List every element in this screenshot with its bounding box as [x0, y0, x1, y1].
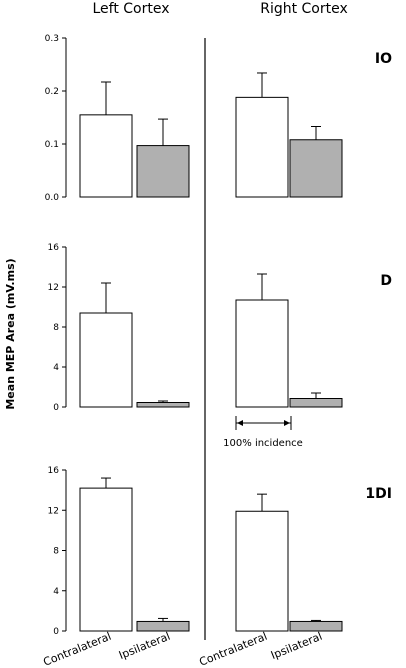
y-tick-label: 8 — [53, 547, 59, 557]
y-tick-label: 0.3 — [45, 34, 59, 44]
left-ipsilateral-bar — [136, 620, 190, 632]
right-contralateral-bar — [235, 96, 289, 198]
incidence-arrowhead-left — [237, 420, 243, 426]
plot-area: 0.0 0.1 0.2 0.3 IO 0 4 8 12 16 D 0 4 8 12 16 1DI Contrala… — [41, 34, 392, 668]
y-tick-label: 16 — [48, 466, 60, 476]
y-tick-label: 4 — [53, 363, 59, 373]
y-tick-label: 4 — [53, 587, 59, 597]
left-contralateral-bar — [79, 487, 133, 632]
ipsilateral-label: Ipsilateral — [117, 630, 172, 662]
right-contralateral-bar — [235, 299, 289, 408]
panel-label: 1DI — [365, 486, 392, 502]
y-tick-label: 0 — [53, 627, 59, 637]
left-ipsilateral-bar — [136, 402, 190, 408]
y-tick-label: 16 — [48, 243, 60, 253]
right-contralateral-bar — [235, 510, 289, 632]
panel-label: D — [380, 273, 392, 289]
right-ipsilateral-bar — [289, 139, 343, 198]
right-cortex-title: Right Cortex — [260, 1, 348, 17]
y-tick-label: 0.0 — [45, 193, 60, 203]
incidence-arrowhead-right — [284, 420, 290, 426]
y-tick-label: 0.2 — [45, 87, 59, 97]
right-ipsilateral-bar — [289, 620, 343, 632]
panel-label: IO — [375, 51, 392, 67]
left-ipsilateral-bar — [136, 145, 190, 198]
right-ipsilateral-bar — [289, 398, 343, 408]
y-tick-label: 0 — [53, 403, 59, 413]
incidence-annotation: 100% incidence — [223, 438, 303, 449]
y-tick-label: 8 — [53, 323, 59, 333]
y-axis-label: Mean MEP Area (mV.ms) — [4, 258, 17, 409]
y-tick-label: 0.1 — [45, 140, 59, 150]
contralateral-label: Contralateral — [197, 630, 269, 668]
ipsilateral-label: Ipsilateral — [269, 630, 324, 662]
left-cortex-title: Left Cortex — [92, 1, 169, 17]
left-contralateral-bar — [79, 312, 133, 408]
y-tick-label: 12 — [48, 283, 59, 293]
contralateral-label: Contralateral — [41, 630, 113, 668]
left-contralateral-bar — [79, 114, 133, 198]
y-tick-label: 12 — [48, 506, 59, 516]
